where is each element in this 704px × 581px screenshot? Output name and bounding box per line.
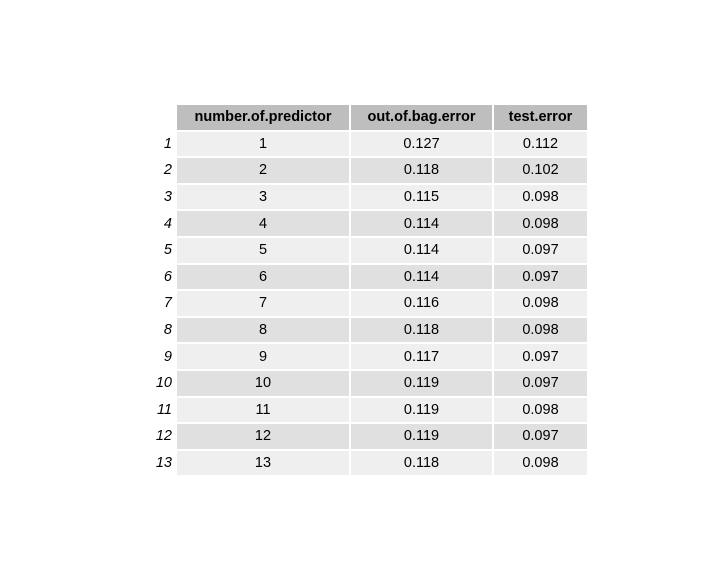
table-cell: 0.098: [494, 291, 587, 316]
table-cell: 1: [177, 131, 349, 157]
table-cell: 3: [177, 184, 349, 210]
table-cell: 0.119: [351, 397, 492, 423]
table-row: 8 8 0.118 0.098: [152, 317, 587, 343]
table-row: 5 5 0.114 0.097: [152, 237, 587, 263]
table-row: 9 9 0.117 0.097: [152, 344, 587, 369]
table-cell: 0.118: [351, 158, 492, 183]
row-name: 9: [163, 348, 172, 365]
corner-cell: [152, 105, 175, 130]
table-cell: 0.115: [351, 184, 492, 210]
table-body: 1 1 0.127 0.112 2 2 0.118 0.102 3 3 0.115 0.098 4 4 0.…: [152, 131, 587, 476]
row-name: 12: [155, 428, 172, 445]
row-name: 6: [163, 268, 172, 285]
column-header: out.of.bag.error: [351, 105, 492, 130]
table-cell: 0.118: [351, 317, 492, 343]
table-row: 6 6 0.114 0.097: [152, 264, 587, 290]
table-cell: 11: [177, 397, 349, 423]
table-cell: 0.119: [351, 370, 492, 396]
table-cell: 0.098: [494, 211, 587, 236]
table-cell: 0.097: [494, 237, 587, 263]
row-name: 1: [163, 135, 172, 152]
table-cell: 0.098: [494, 184, 587, 210]
table-cell: 0.114: [351, 237, 492, 263]
table-row: 10 10 0.119 0.097: [152, 370, 587, 396]
table-header-row: number.of.predictor out.of.bag.error tes…: [152, 105, 587, 130]
table-cell: 0.114: [351, 211, 492, 236]
table-cell: 6: [177, 264, 349, 290]
table-cell: 0.097: [494, 344, 587, 369]
table-cell: 0.116: [351, 291, 492, 316]
table-cell: 10: [177, 370, 349, 396]
table-cell: 0.118: [351, 450, 492, 476]
results-table: number.of.predictor out.of.bag.error tes…: [150, 103, 589, 477]
table-cell: 0.119: [351, 424, 492, 449]
table-cell: 0.098: [494, 450, 587, 476]
table-row: 11 11 0.119 0.098: [152, 397, 587, 423]
table-cell: 0.117: [351, 344, 492, 369]
table-cell: 13: [177, 450, 349, 476]
table-cell: 0.102: [494, 158, 587, 183]
table-cell: 5: [177, 237, 349, 263]
row-name: 2: [163, 162, 172, 179]
table-cell: 4: [177, 211, 349, 236]
table-cell: 0.097: [494, 424, 587, 449]
table-cell: 0.127: [351, 131, 492, 157]
table-row: 13 13 0.118 0.098: [152, 450, 587, 476]
table-cell: 0.114: [351, 264, 492, 290]
table-row: 3 3 0.115 0.098: [152, 184, 587, 210]
table-cell: 0.112: [494, 131, 587, 157]
column-header: test.error: [494, 105, 587, 130]
table-row: 4 4 0.114 0.098: [152, 211, 587, 236]
table-row: 7 7 0.116 0.098: [152, 291, 587, 316]
table-cell: 7: [177, 291, 349, 316]
table-row: 12 12 0.119 0.097: [152, 424, 587, 449]
table-cell: 8: [177, 317, 349, 343]
row-name: 8: [163, 322, 172, 339]
row-name: 5: [163, 242, 172, 259]
row-name: 10: [155, 375, 172, 392]
row-name: 13: [155, 455, 172, 472]
table-row: 2 2 0.118 0.102: [152, 158, 587, 183]
row-name: 4: [163, 215, 172, 232]
row-name: 7: [163, 295, 172, 312]
table-cell: 9: [177, 344, 349, 369]
table-cell: 2: [177, 158, 349, 183]
table-cell: 0.097: [494, 370, 587, 396]
table-cell: 0.098: [494, 397, 587, 423]
table-cell: 12: [177, 424, 349, 449]
table-cell: 0.097: [494, 264, 587, 290]
table-row: 1 1 0.127 0.112: [152, 131, 587, 157]
row-name: 3: [163, 189, 172, 206]
row-name: 11: [156, 401, 172, 418]
table-cell: 0.098: [494, 317, 587, 343]
column-header: number.of.predictor: [177, 105, 349, 130]
